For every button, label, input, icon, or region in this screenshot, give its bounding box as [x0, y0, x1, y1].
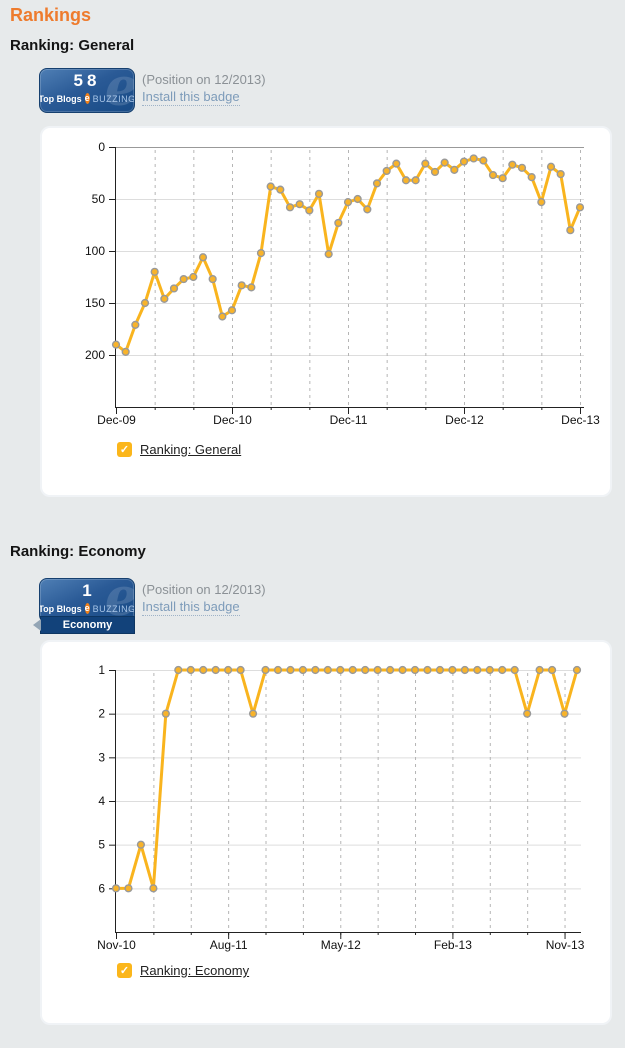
badge-note-economy: (Position on 12/2013) Install this badge: [142, 581, 266, 616]
svg-text:Dec-13: Dec-13: [561, 413, 600, 427]
section-heading-economy: Ranking: Economy: [10, 543, 146, 560]
badge-brand-row: Top Blogs e BUZZING: [40, 93, 134, 104]
svg-text:Dec-11: Dec-11: [330, 413, 368, 427]
svg-text:Dec-10: Dec-10: [213, 413, 252, 427]
svg-text:0: 0: [98, 140, 105, 154]
svg-text:Feb-13: Feb-13: [434, 938, 472, 952]
svg-text:May-12: May-12: [321, 938, 361, 952]
ribbon-label: Economy: [62, 619, 113, 631]
topblogs-badge-economy[interactable]: e 1 Top Blogs e BUZZING: [39, 578, 135, 623]
position-note: (Position on 12/2013): [142, 582, 266, 597]
svg-text:4: 4: [98, 794, 105, 808]
svg-text:6: 6: [98, 881, 105, 895]
economy-ribbon: Economy: [33, 616, 135, 634]
svg-text:5: 5: [98, 838, 105, 852]
svg-text:Nov-10: Nov-10: [97, 938, 136, 952]
buzzing-label: BUZZING: [92, 93, 135, 104]
svg-text:Dec-12: Dec-12: [445, 413, 484, 427]
svg-text:100: 100: [85, 244, 105, 258]
top-blogs-label: Top Blogs: [39, 93, 82, 104]
svg-text:3: 3: [98, 750, 105, 764]
install-badge-link[interactable]: Install this badge: [142, 599, 240, 616]
legend-label-economy[interactable]: Ranking: Economy: [140, 963, 250, 978]
badge-rank-value: 58: [73, 71, 101, 90]
badge-note-general: (Position on 12/2013) Install this badge: [142, 71, 266, 106]
legend-general: ✓ Ranking: General: [117, 442, 241, 457]
legend-checkbox-icon[interactable]: ✓: [117, 963, 132, 978]
ebuzzing-logo-icon: e: [84, 603, 90, 614]
svg-text:200: 200: [85, 348, 105, 362]
chart-panel-economy: 1 2 3 4 5 6 Nov-10 Aug-11 May-12 Feb-13 Nov-13 ✓ R…: [40, 640, 612, 1025]
ribbon-fold-icon: [33, 619, 41, 631]
section-heading-general: Ranking: General: [10, 37, 135, 54]
legend-label-general[interactable]: Ranking: General: [140, 442, 242, 457]
svg-text:150: 150: [85, 296, 105, 310]
svg-text:2: 2: [98, 707, 105, 721]
ebuzzing-watermark-icon: e: [104, 578, 135, 623]
svg-text:Nov-13: Nov-13: [546, 938, 585, 952]
ranking-general-chart: 0 50 100 150 200 Dec-09 Dec-10 Dec-11 Dec-12 Dec-…: [85, 140, 600, 427]
ranking-economy-chart: 1 2 3 4 5 6 Nov-10 Aug-11 May-12 Feb-13 Nov-13: [97, 663, 585, 952]
svg-text:Aug-11: Aug-11: [210, 938, 248, 952]
svg-text:1: 1: [98, 663, 105, 677]
legend-economy: ✓ Ranking: Economy: [117, 963, 249, 978]
page-title: Rankings: [10, 5, 92, 25]
badge-brand-row: Top Blogs e BUZZING: [40, 603, 134, 614]
top-blogs-label: Top Blogs: [39, 603, 82, 614]
buzzing-label: BUZZING: [92, 603, 135, 614]
ebuzzing-watermark-icon: e: [104, 68, 135, 113]
chart-panel-general: 0 50 100 150 200 Dec-09 Dec-10 Dec-11 Dec-12 Dec-…: [40, 126, 612, 497]
svg-text:50: 50: [92, 192, 106, 206]
badge-rank-value: 1: [82, 581, 92, 600]
legend-checkbox-icon[interactable]: ✓: [117, 442, 132, 457]
install-badge-link[interactable]: Install this badge: [142, 89, 240, 106]
ebuzzing-logo-icon: e: [84, 93, 90, 104]
svg-text:Dec-09: Dec-09: [97, 413, 136, 427]
topblogs-badge-general[interactable]: e 58 Top Blogs e BUZZING: [39, 68, 135, 113]
position-note: (Position on 12/2013): [142, 72, 266, 87]
